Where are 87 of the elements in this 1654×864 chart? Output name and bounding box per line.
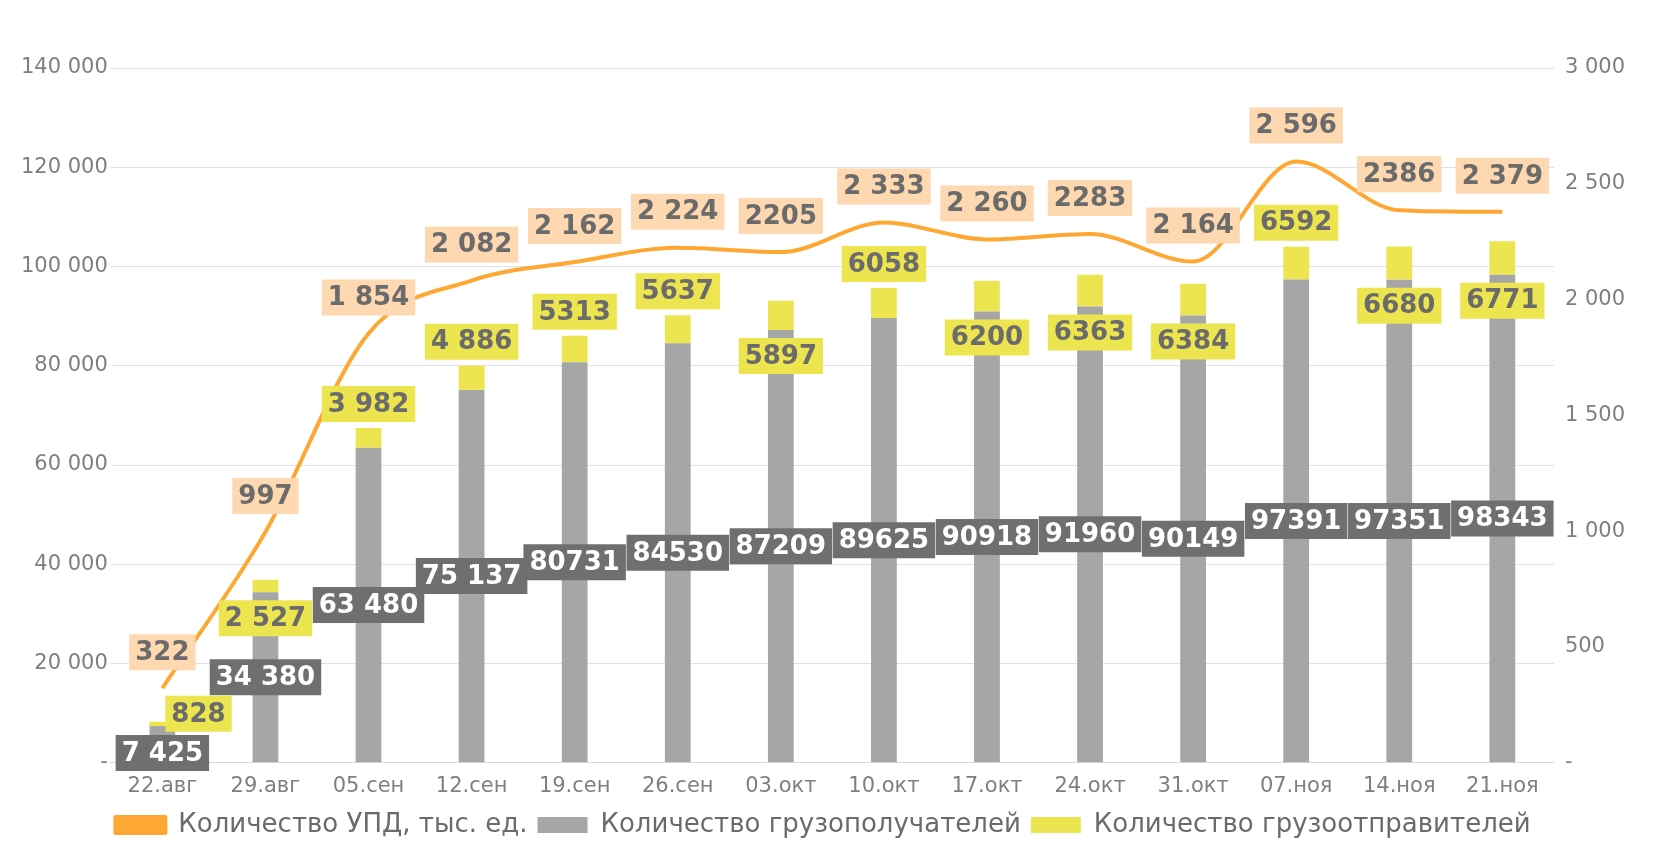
data-label: 97391: [1250, 504, 1342, 535]
x-tick-label: 03.окт: [745, 772, 817, 797]
legend-label: Количество грузополучателей: [600, 807, 1021, 838]
y-tick-label: 80 000: [34, 352, 108, 377]
data-label: 6384: [1156, 325, 1230, 356]
bar: [1283, 246, 1310, 280]
data-label: 6771: [1466, 284, 1539, 315]
data-label: 6592: [1260, 206, 1333, 237]
data-label: 3 982: [327, 387, 410, 418]
data-label: 80731: [529, 545, 620, 576]
y-tick-label: 140 000: [21, 54, 108, 79]
y-tick-label: 40 000: [34, 550, 108, 575]
data-label: 2 527: [224, 601, 307, 632]
bar: [252, 579, 279, 593]
legend-label: Количество УПД, тыс. ед.: [178, 807, 528, 838]
data-label: 2 164: [1152, 209, 1234, 240]
legend-label: Количество грузоотправителей: [1093, 807, 1531, 838]
data-label: 997: [238, 479, 293, 510]
data-label: 2 333: [843, 170, 925, 201]
data-label: 89625: [838, 523, 930, 554]
bar: [871, 287, 897, 318]
data-label: 84530: [632, 536, 723, 567]
data-label: 97351: [1354, 504, 1445, 535]
bar: [974, 280, 1000, 312]
x-tick-label: 21.ноя: [1466, 772, 1539, 797]
bar: [458, 365, 485, 390]
data-label: 2283: [1053, 181, 1127, 212]
data-label: 2 596: [1255, 109, 1337, 140]
y-tick-label: 100 000: [21, 252, 108, 277]
x-tick-label: 26.сен: [641, 772, 714, 797]
data-label: 4 886: [430, 325, 513, 356]
data-label: 2205: [744, 199, 818, 230]
data-label: 5637: [641, 275, 714, 306]
y-tick-label: 20 000: [34, 650, 108, 674]
x-tick-label: 10.окт: [848, 772, 920, 797]
x-tick-label: 12.сен: [435, 772, 508, 797]
data-label: 75 137: [421, 559, 522, 590]
y-tick-label: 60 000: [34, 451, 108, 476]
x-tick-label: 17.окт: [951, 772, 1023, 797]
x-tick-label: 14.ноя: [1362, 772, 1436, 797]
y2-tick-label: 1 500: [1564, 401, 1626, 426]
data-label: 90149: [1147, 522, 1239, 553]
data-label: 1 854: [327, 281, 410, 312]
y2-tick-label: 1 000: [1564, 517, 1626, 542]
bar: [561, 335, 588, 363]
y2-tick-label: 3 000: [1564, 54, 1626, 79]
bar: [664, 315, 691, 344]
data-label: 6200: [950, 321, 1024, 352]
bar: [355, 428, 382, 448]
y2-tick-label: -: [1564, 749, 1573, 774]
data-label: 6680: [1363, 289, 1436, 320]
y2-tick-label: 2 500: [1564, 170, 1626, 195]
data-label: 34 380: [215, 660, 316, 691]
data-label: 2 224: [637, 195, 719, 226]
bar: [767, 300, 794, 330]
data-label: 322: [135, 635, 190, 666]
data-label: 2386: [1363, 157, 1436, 188]
y2-tick-label: 500: [1564, 633, 1605, 658]
data-label: 6363: [1053, 316, 1127, 347]
x-tick-label: 29.авг: [230, 772, 301, 797]
data-label: 7 425: [121, 736, 204, 767]
y2-tick-label: 2 000: [1564, 286, 1626, 311]
x-tick-label: 07.ноя: [1259, 772, 1333, 797]
data-label: 63 480: [318, 588, 419, 619]
data-label: 2 082: [430, 228, 513, 259]
y-tick-label: 120 000: [21, 153, 108, 178]
x-tick-label: 31.окт: [1157, 772, 1229, 797]
x-tick-label: 05.сен: [332, 772, 405, 797]
data-label: 2 379: [1461, 159, 1544, 190]
data-label: 2 260: [946, 187, 1028, 218]
y-tick-label: -: [100, 749, 108, 774]
data-label: 98343: [1457, 502, 1548, 533]
data-label: 5897: [744, 339, 818, 370]
data-label: 91960: [1044, 518, 1136, 549]
x-tick-label: 19.сен: [538, 772, 611, 797]
data-label: 2 162: [533, 209, 616, 240]
data-label: 828: [171, 697, 226, 728]
bar: [1077, 274, 1103, 307]
data-label: 5313: [538, 295, 611, 326]
data-label: 90918: [941, 520, 1033, 551]
data-label: 87209: [735, 529, 827, 560]
x-tick-label: 24.окт: [1054, 772, 1126, 797]
bar: [1489, 241, 1516, 275]
x-tick-label: 22.авг: [127, 772, 198, 797]
bar: [1180, 283, 1207, 316]
data-label: 6058: [847, 247, 921, 278]
bar: [1386, 246, 1413, 280]
